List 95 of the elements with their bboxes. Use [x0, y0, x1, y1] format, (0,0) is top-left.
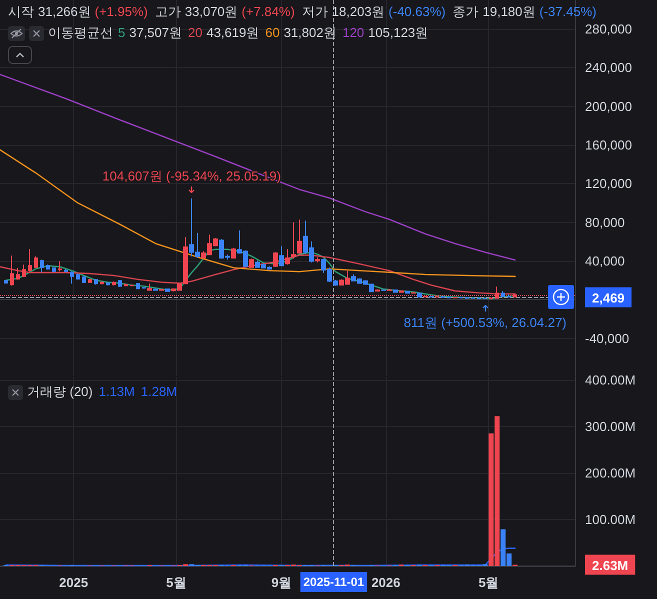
- x-tick-label: 2025: [59, 575, 88, 590]
- candlestick: [417, 292, 422, 298]
- annotation: 시작: [8, 4, 34, 20]
- y-tick-label: 100.00M: [585, 512, 636, 527]
- candlestick: [136, 282, 140, 290]
- x-tick-label: 5월: [166, 575, 186, 590]
- candlestick: [142, 286, 146, 290]
- candlestick: [40, 259, 44, 273]
- candlestick: [28, 248, 32, 272]
- candlestick: [165, 288, 170, 292]
- line-series: [5, 548, 516, 566]
- annotation: 1.28M: [140, 384, 178, 400]
- y-tick-label: 200,000: [585, 98, 632, 114]
- candlestick: [249, 258, 254, 268]
- y-tick-label: 2,469: [592, 290, 625, 306]
- candlestick: [393, 288, 398, 294]
- candlestick: [315, 256, 320, 263]
- candlestick: [405, 290, 410, 294]
- y-tick-label: 240,000: [585, 60, 632, 76]
- x-tick-label: 9월: [271, 575, 292, 590]
- text: 60: [265, 25, 280, 41]
- line-series: [0, 254, 516, 294]
- candlestick: [231, 247, 236, 260]
- x-tick-label: 2026: [371, 575, 400, 590]
- legend-title: 이동평균선: [48, 25, 113, 41]
- candlestick: [118, 280, 122, 288]
- annotation: (+7.84%): [242, 4, 295, 20]
- annotation: 종가: [452, 4, 479, 20]
- annotation: 19,180원: [482, 4, 536, 20]
- candlestick: [153, 288, 158, 292]
- text: 20: [188, 25, 202, 41]
- annotation: 37,507원: [129, 25, 182, 41]
- annotation: 31,802원: [284, 25, 336, 41]
- candlestick: [399, 290, 404, 294]
- candlestick: [273, 252, 278, 268]
- candlestick: [279, 246, 284, 267]
- line-series: [5, 248, 516, 300]
- text: 120: [342, 25, 364, 41]
- annotation: 고가: [154, 4, 181, 20]
- candlestick: [147, 283, 152, 292]
- candlestick: [76, 273, 80, 280]
- candlestick: [159, 288, 164, 292]
- candlestick: [94, 278, 98, 286]
- candlestick: [507, 294, 511, 298]
- y-tick-label: 160,000: [585, 137, 632, 152]
- text: 거래량 (20): [27, 384, 93, 400]
- candlestick: [22, 264, 26, 278]
- y-tick-label: 2.63M: [592, 558, 628, 573]
- candlestick: [64, 268, 68, 273]
- annotation: (-37.45%): [539, 4, 596, 20]
- annotation: 저가: [302, 4, 328, 20]
- candlestick: [88, 278, 92, 284]
- y-tick-label: 80,000: [585, 214, 625, 230]
- candlestick: [106, 282, 110, 286]
- y-tick-label: 200.00M: [585, 465, 636, 480]
- text: 5: [118, 25, 126, 41]
- y-tick-label: 120,000: [585, 176, 632, 192]
- candlestick: [82, 276, 86, 284]
- y-tick-label: 300.00M: [585, 418, 636, 434]
- y-tick-label: 280,000: [585, 21, 632, 36]
- candlestick: [381, 288, 386, 292]
- candlestick: [58, 260, 62, 272]
- annotation: (-40.63%): [388, 4, 446, 20]
- annotation: 43,619원: [206, 25, 260, 41]
- candlestick: [124, 283, 128, 287]
- annotation: 1.13M: [98, 384, 135, 400]
- candlestick: [501, 290, 505, 298]
- annotation: 18,203원: [332, 4, 385, 20]
- candlestick: [10, 255, 14, 286]
- candlestick: [4, 280, 8, 284]
- candlestick: [70, 270, 74, 284]
- candlestick: [130, 284, 134, 287]
- ref-line-label: 2025-11-01: [303, 575, 364, 589]
- line-series: [0, 74, 516, 261]
- x-tick-label: 5월: [478, 575, 499, 590]
- candlestick: [112, 281, 116, 286]
- annotation: 811원 (+500.53%, 26.04.27): [404, 314, 567, 330]
- candlestick: [297, 219, 302, 254]
- candlestick: [375, 288, 380, 292]
- annotation: (+1.95%): [94, 4, 148, 20]
- candlestick: [100, 281, 104, 285]
- annotation: 31,266원: [38, 4, 91, 20]
- y-tick-label: 400.00M: [585, 372, 636, 388]
- candlestick: [52, 266, 56, 273]
- candlestick: [16, 267, 20, 280]
- candlestick: [387, 288, 392, 292]
- candlestick: [46, 264, 50, 270]
- line-series: [0, 149, 516, 278]
- y-tick-label: -40,000: [585, 330, 630, 346]
- candlestick: [291, 222, 296, 260]
- y-tick-label: 40,000: [585, 253, 625, 268]
- candlestick: [285, 248, 290, 266]
- annotation: 105,123원: [368, 25, 428, 41]
- candlestick: [34, 256, 38, 268]
- annotation: 33,070원: [184, 4, 238, 20]
